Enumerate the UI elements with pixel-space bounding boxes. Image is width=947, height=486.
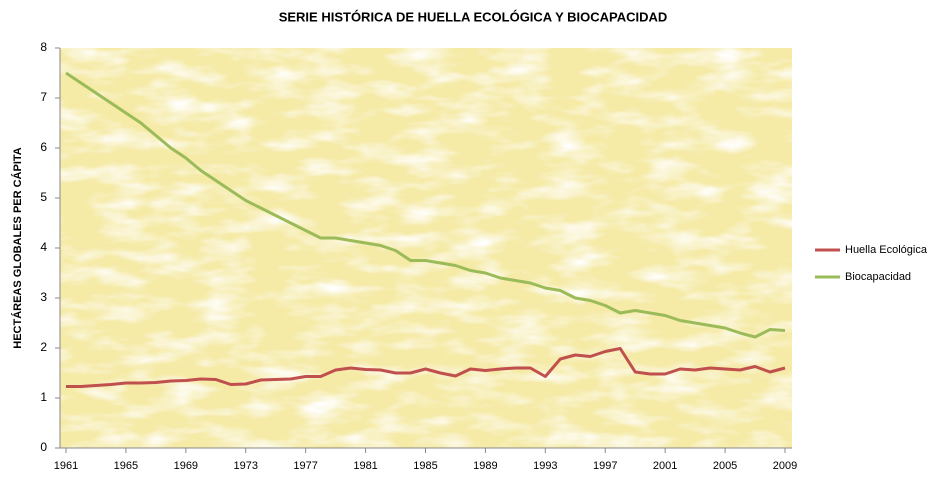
y-tick-label: 5	[40, 190, 47, 204]
x-tick-label: 1989	[473, 460, 497, 472]
x-tick-label: 1993	[533, 460, 557, 472]
x-tick-label: 1981	[353, 460, 377, 472]
y-tick-label: 8	[40, 40, 47, 54]
x-tick-label: 1961	[54, 460, 78, 472]
chart-title: SERIE HISTÓRICA DE HUELLA ECOLÓGICA Y BI…	[279, 9, 668, 24]
x-tick-label: 1973	[234, 460, 258, 472]
x-tick-label: 1997	[593, 460, 617, 472]
y-axis-label: HECTÁREAS GLOBALES PER CÁPITA	[11, 147, 24, 349]
legend-label: Huella Ecológica	[845, 244, 928, 256]
y-tick-label: 4	[40, 240, 47, 254]
x-tick-label: 2001	[653, 460, 677, 472]
y-tick-label: 6	[40, 140, 47, 154]
y-tick-label: 1	[40, 390, 47, 404]
x-tick-label: 2009	[773, 460, 797, 472]
chart: SERIE HISTÓRICA DE HUELLA ECOLÓGICA Y BI…	[0, 0, 947, 481]
x-tick-label: 1977	[293, 460, 317, 472]
x-tick-label: 1969	[174, 460, 198, 472]
plot-texture	[60, 48, 792, 448]
x-tick-label: 1965	[114, 460, 138, 472]
x-tick-label: 2005	[713, 460, 737, 472]
x-tick-label: 1985	[413, 460, 437, 472]
y-tick-label: 3	[40, 290, 47, 304]
y-tick-label: 7	[40, 90, 47, 104]
legend-label: Biocapacidad	[845, 271, 911, 283]
y-tick-label: 0	[40, 440, 47, 454]
y-tick-label: 2	[40, 340, 47, 354]
